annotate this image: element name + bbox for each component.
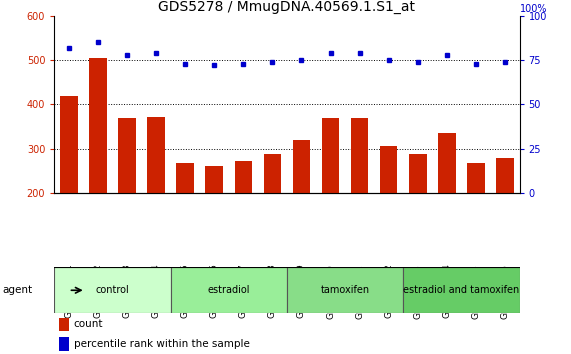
Text: GSM362933: GSM362933 <box>413 264 423 319</box>
Text: GSM362928: GSM362928 <box>268 264 277 319</box>
Bar <box>147 117 165 193</box>
Text: estradiol and tamoxifen: estradiol and tamoxifen <box>403 285 520 295</box>
Text: estradiol: estradiol <box>207 285 250 295</box>
Text: GSM362929: GSM362929 <box>297 264 306 319</box>
Text: GSM362925: GSM362925 <box>180 264 190 319</box>
Bar <box>59 337 69 351</box>
Bar <box>54 267 171 313</box>
Text: GSM362923: GSM362923 <box>122 264 131 319</box>
Text: control: control <box>95 285 129 295</box>
Bar <box>351 118 368 193</box>
Text: agent: agent <box>3 285 33 295</box>
Text: percentile rank within the sample: percentile rank within the sample <box>74 339 250 349</box>
Text: 100%: 100% <box>520 4 547 14</box>
Bar <box>59 318 69 331</box>
Bar <box>60 96 78 193</box>
Bar <box>403 267 520 313</box>
Text: tamoxifen: tamoxifen <box>320 285 369 295</box>
Text: GSM362935: GSM362935 <box>472 264 480 319</box>
Text: GSM362930: GSM362930 <box>326 264 335 319</box>
Text: GSM362932: GSM362932 <box>384 264 393 319</box>
Bar <box>118 118 136 193</box>
Bar <box>235 161 252 193</box>
Text: count: count <box>74 319 103 330</box>
Bar <box>438 133 456 193</box>
Bar <box>264 154 281 193</box>
Bar <box>293 140 310 193</box>
Bar <box>89 58 107 193</box>
Bar <box>287 267 403 313</box>
Text: GSM362924: GSM362924 <box>151 264 160 318</box>
Bar <box>409 154 427 193</box>
Text: GSM362931: GSM362931 <box>355 264 364 319</box>
Bar <box>322 118 339 193</box>
Text: GSM362936: GSM362936 <box>501 264 509 319</box>
Bar <box>171 267 287 313</box>
Bar <box>496 158 514 193</box>
Text: GSM362921: GSM362921 <box>65 264 73 319</box>
Text: GSM362927: GSM362927 <box>239 264 248 319</box>
Bar <box>380 147 397 193</box>
Bar <box>176 163 194 193</box>
Text: GSM362934: GSM362934 <box>443 264 452 319</box>
Bar <box>467 163 485 193</box>
Text: GSM362922: GSM362922 <box>94 264 102 318</box>
Title: GDS5278 / MmugDNA.40569.1.S1_at: GDS5278 / MmugDNA.40569.1.S1_at <box>158 0 416 13</box>
Text: GSM362926: GSM362926 <box>210 264 219 319</box>
Bar <box>206 166 223 193</box>
